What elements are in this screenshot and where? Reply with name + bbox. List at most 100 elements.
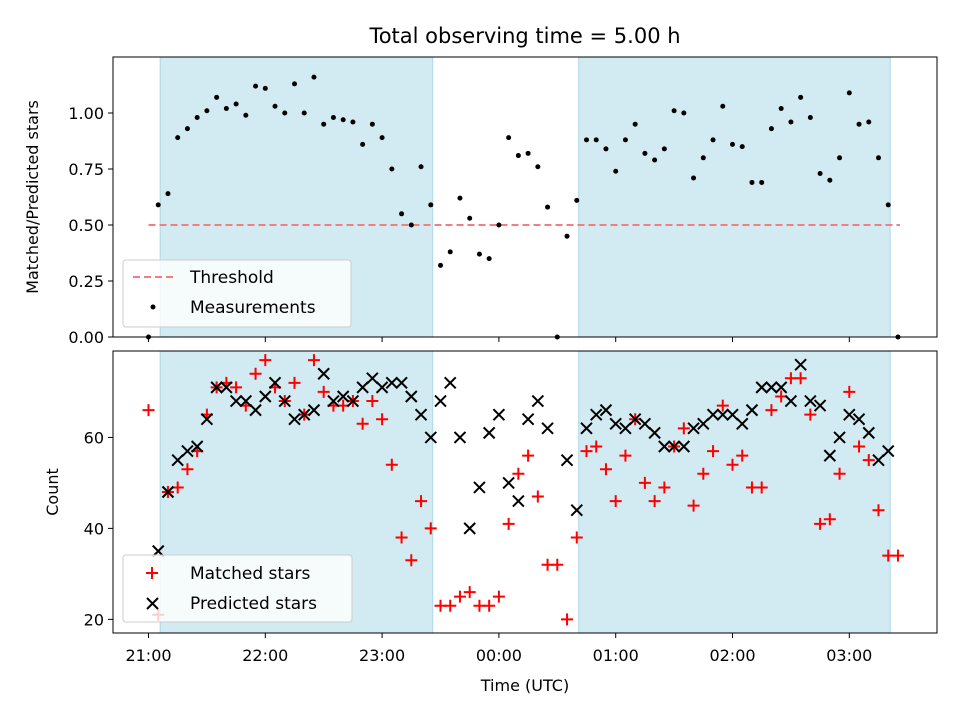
matched-star-marker bbox=[551, 558, 564, 571]
matched-star-marker bbox=[619, 449, 632, 462]
measurement-point bbox=[360, 141, 366, 147]
bottom-legend-box bbox=[122, 554, 353, 623]
predicted-star-marker bbox=[278, 394, 291, 408]
predicted-star-marker bbox=[765, 381, 778, 394]
matched-star-marker bbox=[823, 513, 836, 526]
measurement-point bbox=[292, 81, 297, 87]
predicted-star-marker bbox=[599, 403, 613, 417]
matched-star-marker bbox=[531, 490, 544, 503]
top-plot-frame bbox=[112, 56, 938, 338]
matched-star-marker bbox=[677, 422, 690, 435]
predicted-star-marker bbox=[648, 426, 661, 440]
predicted-star-marker bbox=[239, 394, 253, 408]
matched-star-marker bbox=[230, 381, 243, 394]
matched-star-marker bbox=[415, 495, 428, 508]
measurement-point bbox=[642, 150, 648, 156]
measurement-point bbox=[389, 166, 395, 172]
measurement-point bbox=[418, 164, 424, 170]
measurement-point bbox=[525, 150, 531, 156]
matched-star-marker bbox=[736, 449, 749, 462]
x-tick-label: 22:00 bbox=[242, 646, 288, 665]
x-axis-label: Time (UTC) bbox=[480, 676, 569, 695]
predicted-star-marker bbox=[813, 399, 827, 412]
matched-star-marker bbox=[707, 445, 720, 458]
predicted-star-marker bbox=[492, 408, 506, 421]
predicted-star-marker bbox=[570, 503, 583, 517]
measurement-point bbox=[369, 121, 375, 127]
top-y-tick-label: 0.00 bbox=[68, 328, 104, 347]
predicted-star-marker bbox=[161, 485, 175, 499]
measurement-point bbox=[496, 222, 502, 228]
top-y-tick-label: 0.25 bbox=[68, 272, 104, 291]
measurement-point bbox=[671, 108, 677, 114]
measurement-point bbox=[476, 251, 482, 257]
x-tick-label: 03:00 bbox=[826, 646, 872, 665]
measurement-point bbox=[866, 119, 872, 125]
measurement-point bbox=[603, 146, 609, 152]
matched-star-marker bbox=[307, 354, 320, 367]
matched-star-marker bbox=[570, 531, 583, 544]
measurement-point bbox=[876, 155, 881, 161]
predicted-star-marker bbox=[843, 408, 856, 421]
measurement-point bbox=[691, 175, 697, 181]
matched-star-marker bbox=[833, 467, 846, 480]
matched-star-marker bbox=[765, 404, 778, 417]
matched-star-marker bbox=[716, 399, 729, 412]
measurement-point bbox=[301, 110, 307, 116]
measurement-point bbox=[253, 83, 259, 89]
predicted-star-marker bbox=[521, 413, 535, 426]
predicted-star-marker bbox=[268, 376, 282, 390]
predicted-star-marker bbox=[181, 444, 194, 458]
matched-star-marker bbox=[843, 385, 856, 398]
measurement-point bbox=[584, 137, 589, 143]
predicted-star-marker bbox=[298, 408, 311, 421]
predicted-star-marker bbox=[424, 431, 437, 444]
bottom-plot-frame bbox=[112, 350, 938, 634]
measurement-point bbox=[545, 204, 551, 210]
matched-star-marker bbox=[580, 445, 593, 458]
predicted-star-marker bbox=[307, 403, 321, 417]
observing-span bbox=[578, 56, 891, 338]
predicted-star-marker bbox=[638, 417, 652, 430]
matched-star-marker bbox=[288, 376, 301, 389]
measurement-point bbox=[515, 153, 521, 159]
matched-star-marker bbox=[697, 467, 710, 480]
matched-star-marker bbox=[385, 458, 398, 471]
measurement-point bbox=[428, 202, 434, 208]
predicted-star-marker bbox=[317, 367, 330, 380]
measurement-point bbox=[661, 146, 667, 152]
predicted-star-marker bbox=[395, 376, 408, 390]
measurement-point bbox=[564, 233, 570, 239]
measurement-point bbox=[798, 94, 804, 100]
bottom-panel: 20 40 60 21:00 22:00 23:00 00:00 01:00 02:00 03:… bbox=[43, 350, 938, 695]
predicted-star-marker bbox=[628, 413, 642, 426]
measurements-legend-label: Measurements bbox=[190, 298, 316, 318]
matched-star-marker bbox=[395, 531, 408, 544]
measurement-point bbox=[506, 135, 512, 141]
threshold-legend-label: Threshold bbox=[189, 268, 274, 288]
predicted-star-marker bbox=[336, 390, 350, 403]
predicted-star-marker bbox=[229, 394, 243, 408]
predicted-star-marker bbox=[171, 453, 184, 467]
measurement-point bbox=[574, 197, 580, 203]
measurement-point bbox=[223, 106, 229, 112]
matched-star-marker bbox=[804, 408, 817, 421]
matched-star-marker bbox=[366, 395, 379, 408]
x-tick-label: 23:00 bbox=[359, 646, 405, 665]
measurement-point bbox=[739, 144, 745, 150]
predicted-star-marker bbox=[502, 476, 515, 490]
measurement-point bbox=[243, 112, 249, 118]
matched-star-marker bbox=[755, 481, 768, 494]
matched-star-marker bbox=[638, 476, 651, 489]
measurement-point bbox=[311, 74, 317, 80]
predicted-star-marker bbox=[658, 440, 671, 453]
predicted-star-marker bbox=[210, 381, 223, 394]
measurement-point bbox=[807, 114, 813, 120]
top-legend-box bbox=[122, 259, 352, 328]
matched-star-marker bbox=[794, 372, 807, 385]
measurement-point bbox=[184, 126, 190, 132]
matched-star-marker bbox=[502, 517, 515, 530]
matched-star-marker bbox=[814, 517, 827, 530]
matched-star-marker bbox=[658, 481, 671, 494]
measurement-point bbox=[408, 222, 414, 228]
